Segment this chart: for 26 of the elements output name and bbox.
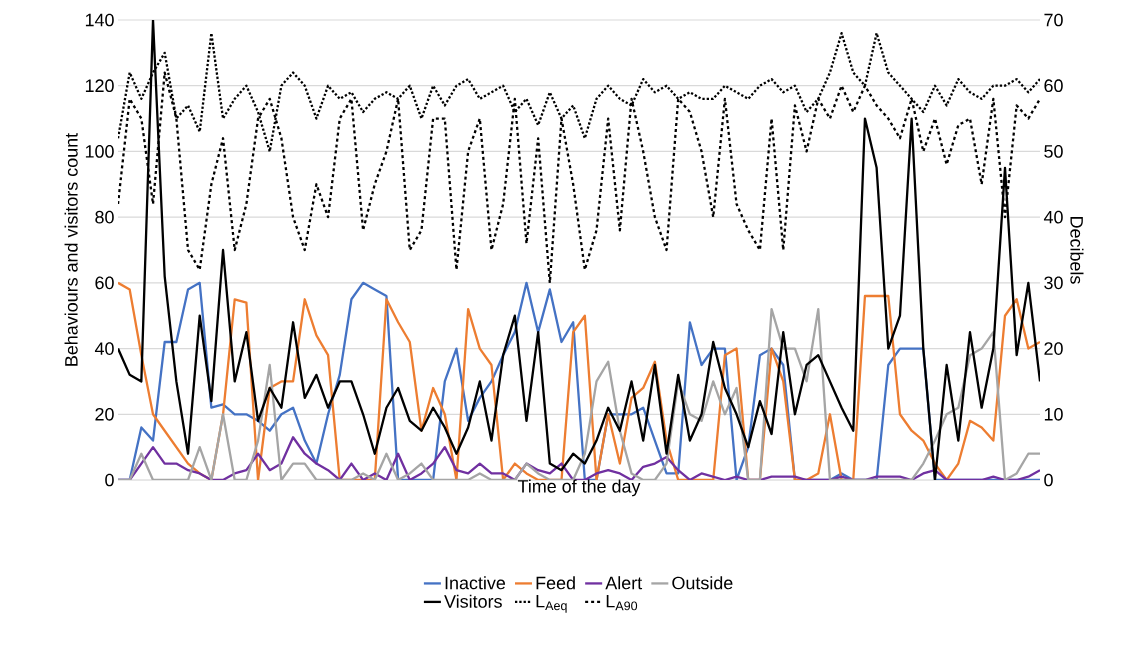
y-tick-label: 80 bbox=[95, 210, 114, 224]
y2-tick-label: 70 bbox=[1044, 13, 1063, 27]
legend-label: L$_{A90}$ bbox=[606, 594, 638, 611]
legend-label: Feed bbox=[536, 576, 575, 590]
y2-tick-label: 40 bbox=[1043, 210, 1063, 224]
legend-label: Visitors bbox=[444, 594, 502, 608]
y-tick-label: 20 bbox=[95, 407, 114, 421]
y2-tick-label: 60 bbox=[1044, 79, 1063, 93]
y2-tick-label: 20 bbox=[1044, 342, 1063, 355]
y-tick-label: 100 bbox=[85, 145, 114, 158]
y2-tick-label: 0 bbox=[1044, 473, 1053, 487]
y-tick-label: 60 bbox=[95, 276, 114, 290]
y2-tick-label: 50 bbox=[1044, 145, 1063, 158]
y-tick-label: 0 bbox=[105, 473, 114, 487]
y-tick-label: 40 bbox=[94, 342, 114, 355]
y2-axis-title: Decibels bbox=[1070, 217, 1084, 284]
y2-tick-label: 30 bbox=[1044, 276, 1063, 290]
x-axis-title: Time of the day bbox=[517, 479, 641, 497]
legend-label: Inactive bbox=[445, 576, 506, 590]
legend-label: Outside bbox=[672, 576, 733, 590]
legend-label: Alert bbox=[605, 576, 643, 590]
y-axis-title: Behaviours and visitors count bbox=[64, 133, 78, 366]
y-tick-label: 140 bbox=[85, 13, 114, 27]
y-tick-label: 120 bbox=[85, 79, 114, 93]
legend-label: L$_{Aeq}$ bbox=[536, 594, 567, 613]
y2-tick-label: 10 bbox=[1044, 407, 1063, 421]
